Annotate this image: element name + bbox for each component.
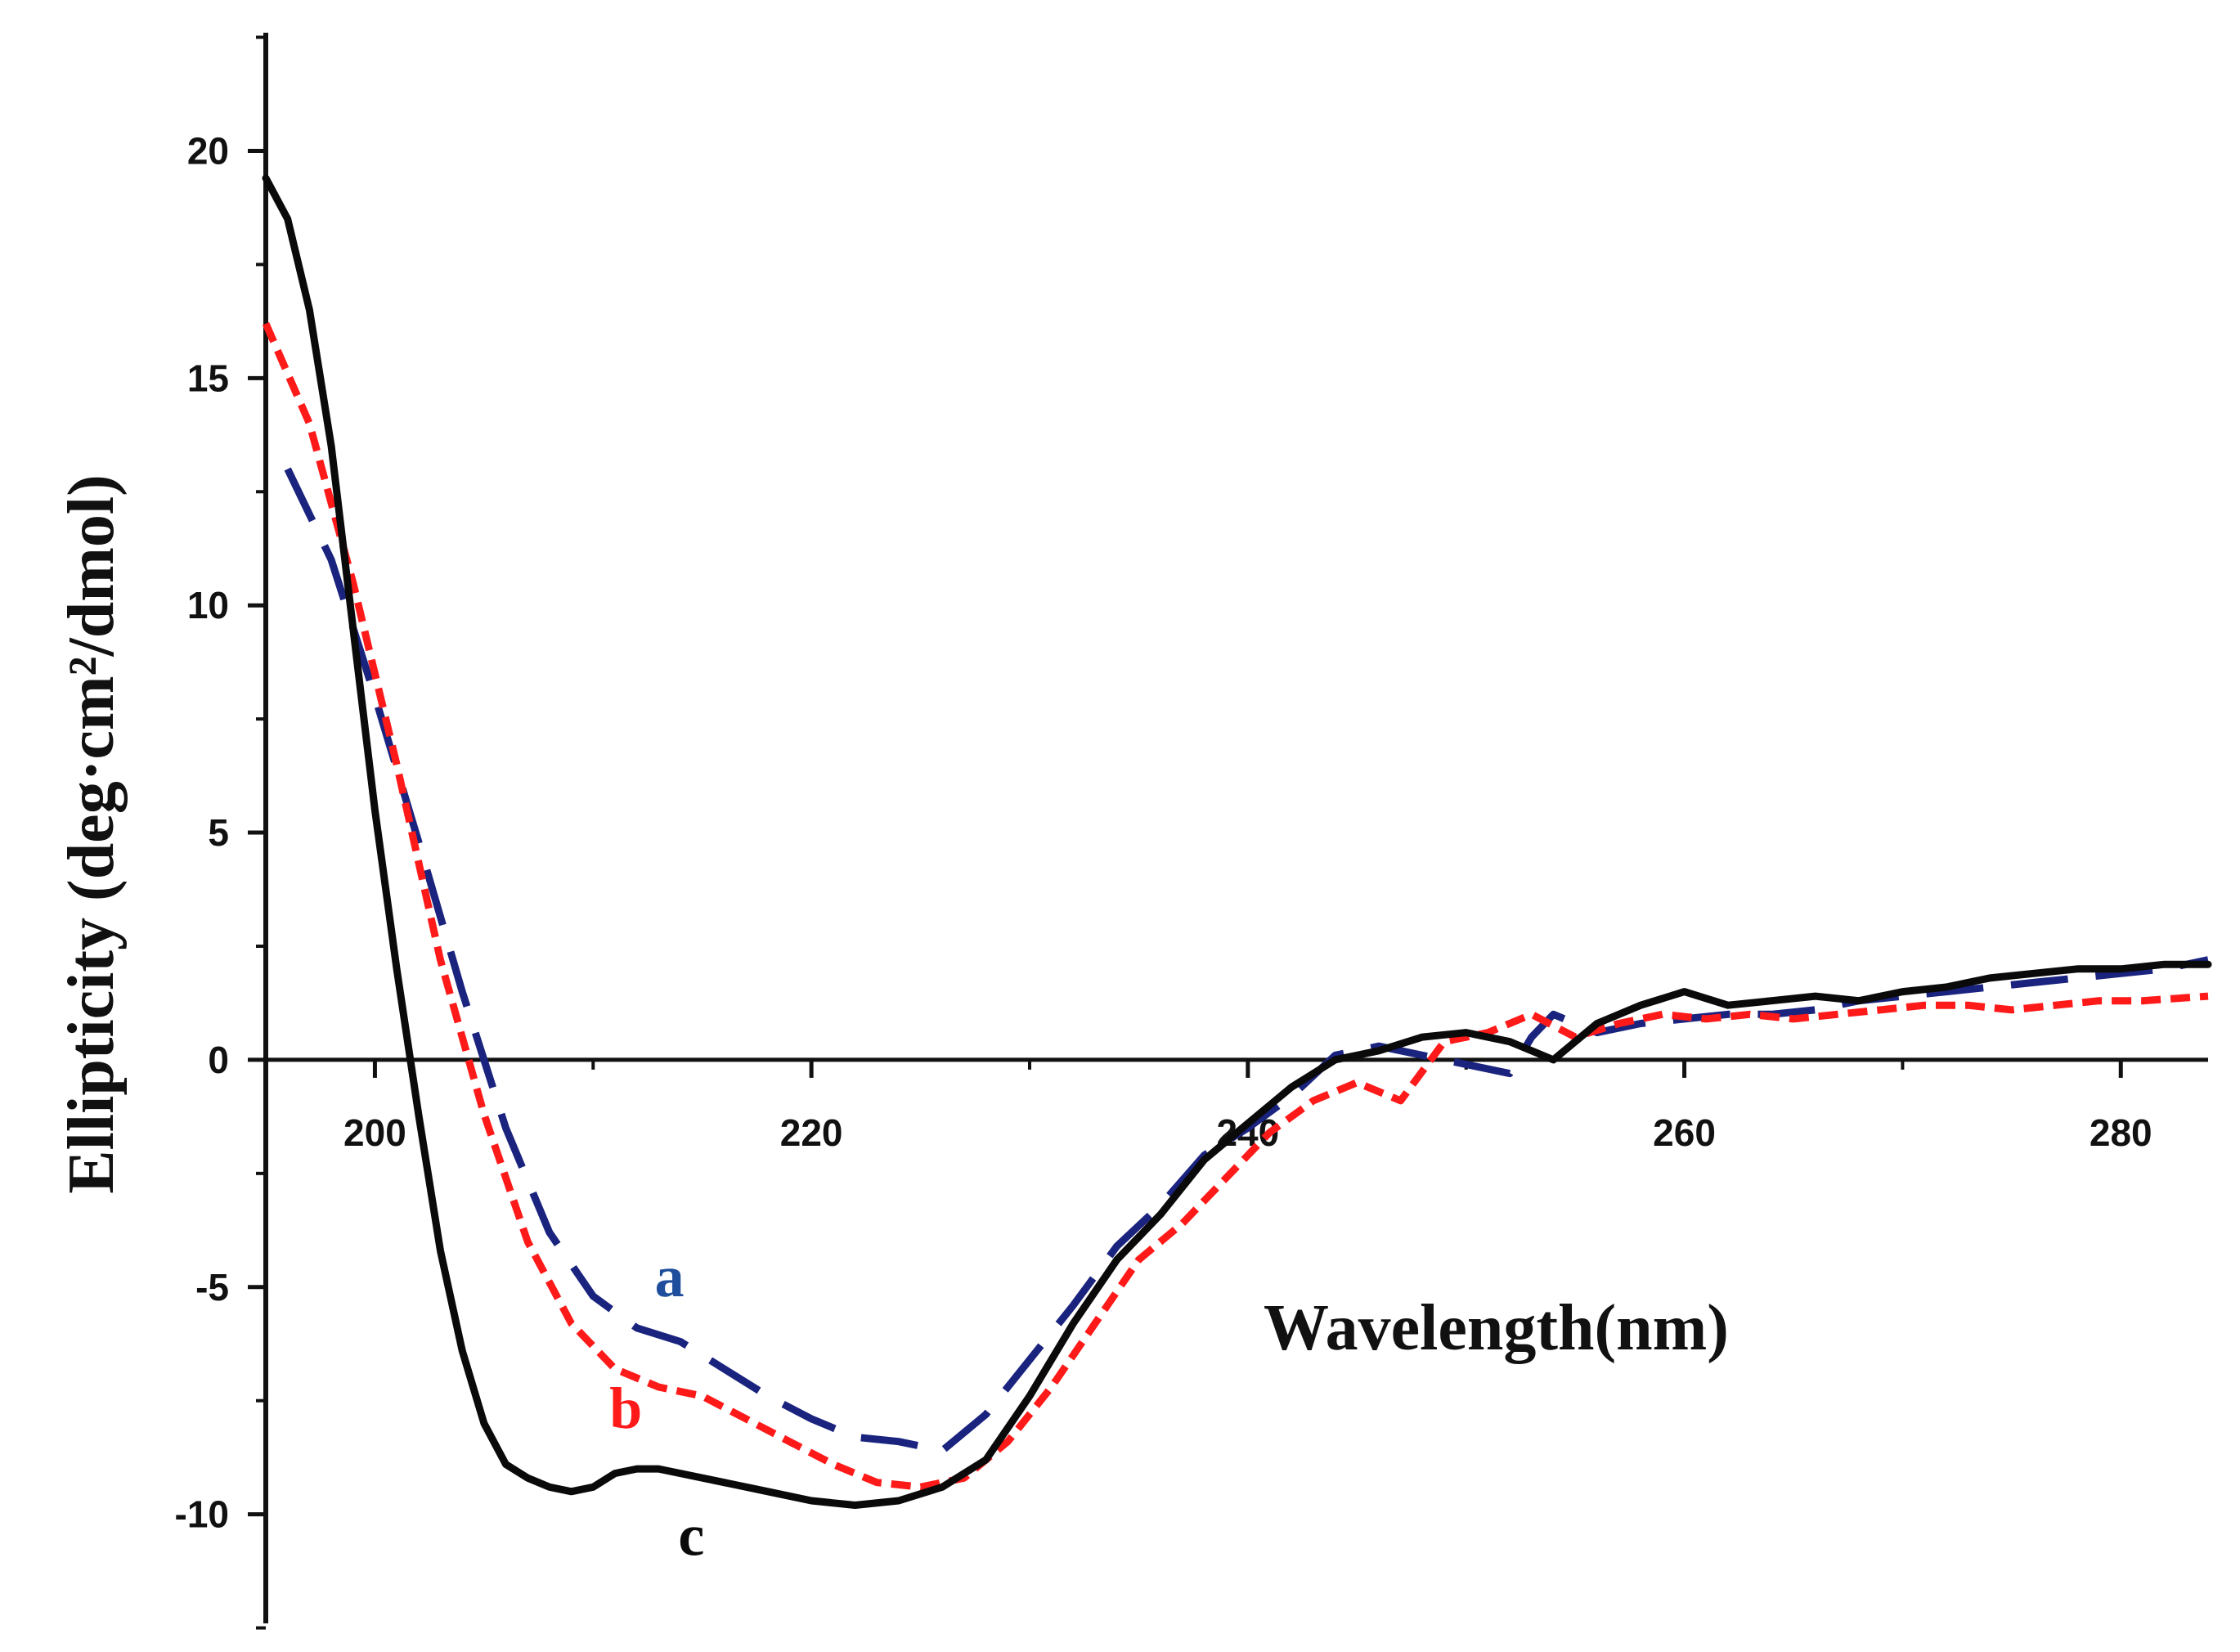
y-tick-label--5: -5	[195, 1266, 229, 1309]
y-tick-label-20: 20	[187, 129, 229, 172]
series-label-b: b	[609, 1376, 642, 1441]
axes-group	[263, 33, 2208, 1623]
series-line-b	[262, 321, 2209, 1491]
series-label-c: c	[678, 1503, 704, 1569]
y-tick-label-15: 15	[187, 357, 229, 399]
x-tick-label-200: 200	[343, 1111, 406, 1154]
series-label-a: a	[655, 1244, 685, 1309]
x-tick-label-280: 280	[2090, 1111, 2152, 1154]
y-tick-label-10: 10	[187, 584, 229, 626]
y-tick-label-5: 5	[208, 811, 229, 854]
x-tick-label-260: 260	[1653, 1111, 1716, 1154]
y-axis-title: Ellipticity (deg·cm²/dmol)	[56, 474, 128, 1193]
y-tick-label-0: 0	[208, 1039, 229, 1081]
x-tick-label-220: 220	[780, 1111, 843, 1154]
y-tick-label--10: -10	[175, 1493, 229, 1536]
series-labels-group: a bc	[609, 1244, 704, 1569]
x-axis-title: Wavelength(nm)	[1264, 1292, 1729, 1364]
series-line-a	[284, 467, 2209, 1455]
series-group	[262, 174, 2212, 1509]
series-line-c	[262, 174, 2212, 1509]
